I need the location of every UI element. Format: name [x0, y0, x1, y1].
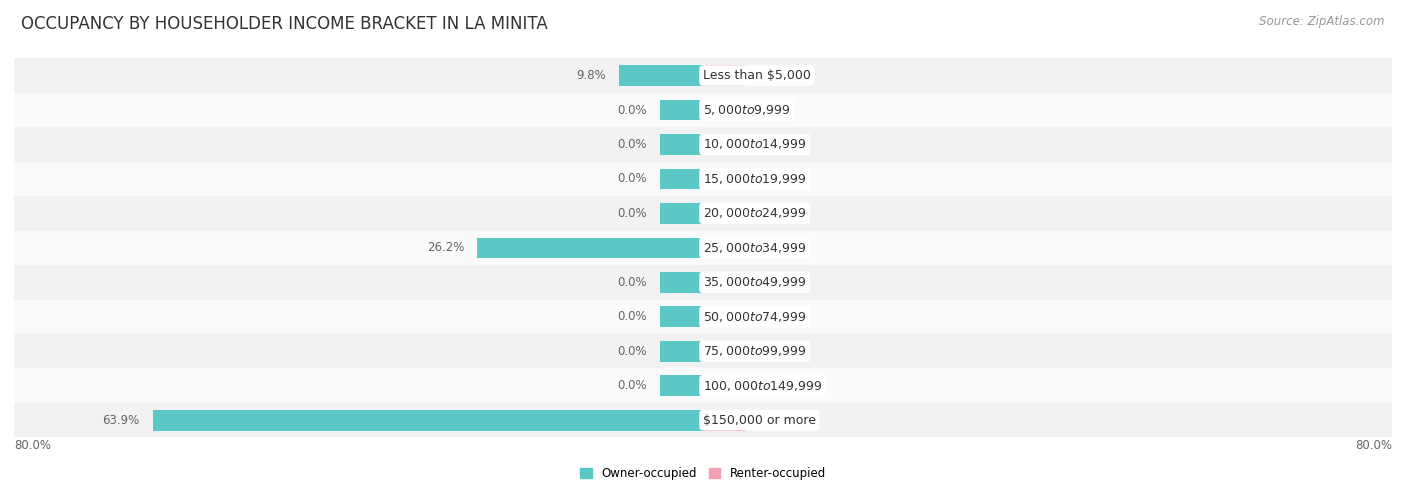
Bar: [14, 127, 1392, 162]
Text: 0.0%: 0.0%: [617, 345, 647, 358]
Text: 0.0%: 0.0%: [759, 207, 789, 220]
Text: $100,000 to $149,999: $100,000 to $149,999: [703, 379, 823, 393]
Text: $25,000 to $34,999: $25,000 to $34,999: [703, 241, 807, 255]
Bar: [703, 100, 747, 121]
Text: OCCUPANCY BY HOUSEHOLDER INCOME BRACKET IN LA MINITA: OCCUPANCY BY HOUSEHOLDER INCOME BRACKET …: [21, 15, 548, 33]
Text: Less than $5,000: Less than $5,000: [703, 69, 811, 82]
Text: 0.0%: 0.0%: [759, 414, 789, 427]
Text: $150,000 or more: $150,000 or more: [703, 414, 815, 427]
Bar: [703, 272, 747, 293]
Legend: Owner-occupied, Renter-occupied: Owner-occupied, Renter-occupied: [575, 462, 831, 485]
Bar: [14, 196, 1392, 231]
Text: 80.0%: 80.0%: [14, 439, 51, 452]
Bar: [14, 265, 1392, 299]
Bar: [659, 100, 703, 121]
Bar: [703, 169, 747, 189]
Text: $50,000 to $74,999: $50,000 to $74,999: [703, 310, 807, 324]
Bar: [659, 134, 703, 155]
Text: 63.9%: 63.9%: [103, 414, 139, 427]
Bar: [703, 238, 747, 258]
Bar: [703, 375, 747, 396]
Bar: [619, 65, 703, 86]
Bar: [659, 375, 703, 396]
Bar: [703, 65, 747, 86]
Text: 0.0%: 0.0%: [617, 138, 647, 151]
Text: 0.0%: 0.0%: [759, 138, 789, 151]
Text: 26.2%: 26.2%: [427, 242, 464, 254]
Bar: [659, 169, 703, 189]
Text: 9.8%: 9.8%: [576, 69, 606, 82]
Bar: [14, 299, 1392, 334]
Bar: [14, 231, 1392, 265]
Bar: [659, 307, 703, 327]
Bar: [14, 93, 1392, 127]
Text: 0.0%: 0.0%: [759, 379, 789, 392]
Bar: [153, 410, 703, 431]
Text: $20,000 to $24,999: $20,000 to $24,999: [703, 207, 807, 220]
Text: 0.0%: 0.0%: [759, 345, 789, 358]
Bar: [703, 341, 747, 362]
Text: 0.0%: 0.0%: [617, 207, 647, 220]
Bar: [703, 410, 747, 431]
Text: 0.0%: 0.0%: [617, 173, 647, 186]
Text: 0.0%: 0.0%: [617, 276, 647, 289]
Text: 0.0%: 0.0%: [617, 310, 647, 323]
Bar: [14, 58, 1392, 93]
Text: 0.0%: 0.0%: [617, 104, 647, 117]
Text: Source: ZipAtlas.com: Source: ZipAtlas.com: [1260, 15, 1385, 28]
Text: 0.0%: 0.0%: [759, 310, 789, 323]
Text: 0.0%: 0.0%: [759, 173, 789, 186]
Bar: [703, 203, 747, 224]
Text: 0.0%: 0.0%: [759, 69, 789, 82]
Bar: [478, 238, 703, 258]
Text: $10,000 to $14,999: $10,000 to $14,999: [703, 138, 807, 152]
Bar: [703, 134, 747, 155]
Text: $35,000 to $49,999: $35,000 to $49,999: [703, 276, 807, 289]
Text: 0.0%: 0.0%: [617, 379, 647, 392]
Text: 80.0%: 80.0%: [1355, 439, 1392, 452]
Bar: [659, 203, 703, 224]
Bar: [14, 368, 1392, 403]
Bar: [659, 341, 703, 362]
Text: 0.0%: 0.0%: [759, 276, 789, 289]
Bar: [703, 307, 747, 327]
Text: 0.0%: 0.0%: [759, 104, 789, 117]
Text: $5,000 to $9,999: $5,000 to $9,999: [703, 103, 790, 117]
Bar: [14, 403, 1392, 437]
Text: 0.0%: 0.0%: [759, 242, 789, 254]
Bar: [14, 334, 1392, 368]
Text: $75,000 to $99,999: $75,000 to $99,999: [703, 344, 807, 358]
Text: $15,000 to $19,999: $15,000 to $19,999: [703, 172, 807, 186]
Bar: [14, 162, 1392, 196]
Bar: [659, 272, 703, 293]
